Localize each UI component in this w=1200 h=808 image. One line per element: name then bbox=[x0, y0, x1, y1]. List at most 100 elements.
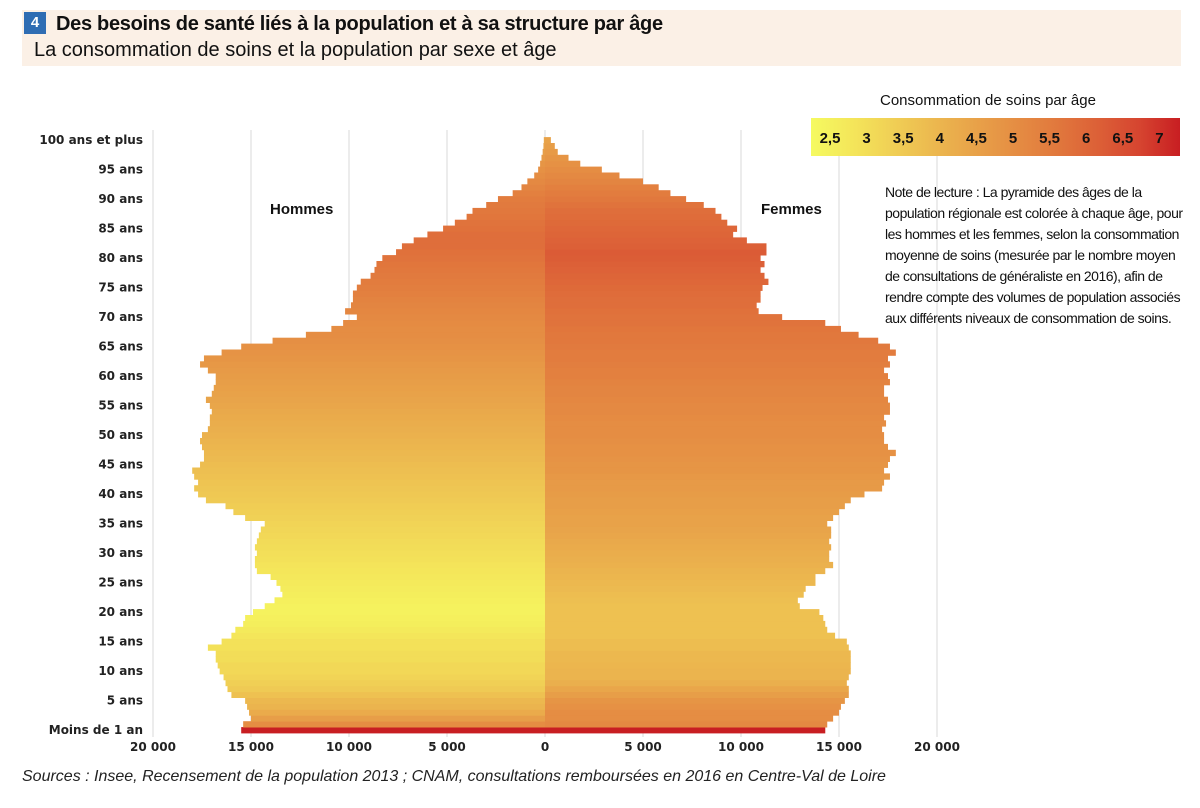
bar-femmes-age-92 bbox=[545, 184, 659, 191]
bar-femmes-age-78 bbox=[545, 266, 761, 274]
y-tick-label: 85 ans bbox=[98, 222, 143, 236]
bar-femmes-age-88 bbox=[545, 207, 716, 215]
bar-femmes-age-48 bbox=[545, 443, 888, 451]
bar-femmes-age-52 bbox=[545, 420, 887, 427]
bar-femmes-age-36 bbox=[545, 514, 834, 521]
bar-femmes-age-42 bbox=[545, 479, 885, 486]
legend-tick-label: 5,5 bbox=[1039, 130, 1060, 147]
bar-femmes-age-47 bbox=[545, 449, 896, 457]
bar-hommes-age-5 bbox=[245, 697, 545, 704]
bar-femmes-age-10 bbox=[545, 668, 851, 675]
bar-femmes-age-51 bbox=[545, 426, 883, 433]
bar-hommes-age-29 bbox=[254, 556, 546, 563]
color-legend: 2,5 3 3,5 4 4,5 5 5,5 6 6,5 7 bbox=[811, 118, 1180, 156]
bar-hommes-age-59 bbox=[215, 379, 545, 386]
bar-femmes-age-75 bbox=[545, 284, 763, 291]
bar-femmes-age-53 bbox=[545, 414, 885, 421]
bar-femmes-age-76 bbox=[545, 278, 769, 285]
bar-hommes-age-2 bbox=[251, 715, 545, 722]
bar-hommes-age-9 bbox=[223, 674, 545, 681]
bar-femmes-age-40 bbox=[545, 491, 865, 498]
bar-femmes-age-79 bbox=[545, 261, 765, 268]
bar-hommes-age-100 bbox=[543, 137, 545, 144]
bar-femmes-age-45 bbox=[545, 461, 888, 468]
x-tick-label: 10 000 bbox=[326, 740, 372, 754]
bar-femmes-age-16 bbox=[545, 632, 836, 639]
bar-hommes-age-7 bbox=[227, 685, 546, 693]
bar-hommes-age-94 bbox=[534, 172, 545, 179]
bar-hommes-age-69 bbox=[343, 320, 545, 327]
legend-color-bar bbox=[811, 118, 1180, 156]
bar-hommes-age-79 bbox=[376, 261, 545, 268]
source-note: Sources : Insee, Recensement de la popul… bbox=[22, 768, 886, 785]
legend-tick-label: 2,5 bbox=[820, 130, 841, 147]
y-tick-label: 70 ans bbox=[98, 310, 143, 324]
figure-title: Des besoins de santé liés à la populatio… bbox=[56, 13, 663, 35]
bar-hommes-age-66 bbox=[272, 337, 545, 344]
bar-femmes-age-64 bbox=[545, 349, 896, 356]
bar-femmes-age-85 bbox=[545, 225, 738, 232]
bar-hommes-age-97 bbox=[541, 154, 545, 162]
bar-hommes-age-71 bbox=[345, 308, 545, 315]
bar-hommes-age-80 bbox=[382, 255, 545, 262]
bar-femmes-age-60 bbox=[545, 373, 888, 380]
bar-hommes-age-57 bbox=[211, 390, 546, 398]
bar-hommes-age-34 bbox=[260, 526, 545, 533]
bar-hommes-age-6 bbox=[231, 691, 545, 698]
bar-hommes-age-74 bbox=[352, 290, 545, 297]
bar-hommes-age-31 bbox=[254, 544, 546, 551]
y-tick-label: 65 ans bbox=[98, 340, 143, 354]
bar-hommes-age-82 bbox=[401, 243, 545, 250]
bar-femmes-age-39 bbox=[545, 497, 851, 504]
bar-femmes-age-23 bbox=[545, 591, 804, 598]
bar-hommes-age-81 bbox=[396, 249, 545, 256]
y-tick-label: 50 ans bbox=[98, 428, 143, 442]
bar-hommes-age-22 bbox=[274, 597, 545, 604]
bar-hommes-age-77 bbox=[370, 272, 545, 280]
bar-femmes-age-100 bbox=[545, 137, 551, 144]
bar-femmes-age-74 bbox=[545, 290, 761, 297]
y-tick-label: 45 ans bbox=[98, 458, 143, 472]
bar-femmes-age-29 bbox=[545, 556, 830, 563]
bar-hommes-age-73 bbox=[352, 296, 545, 303]
bar-femmes-age-37 bbox=[545, 508, 839, 516]
bar-femmes-age-27 bbox=[545, 567, 826, 575]
bar-hommes-age-68 bbox=[331, 325, 545, 333]
x-tick-label: 20 000 bbox=[130, 740, 176, 754]
axis-group: 20 000 15 000 10 000 5 000 0 5 000 10 000 15 00… bbox=[39, 133, 960, 754]
bar-hommes-age-18 bbox=[243, 620, 545, 628]
bar-femmes-age-49 bbox=[545, 438, 885, 445]
bar-femmes-age-24 bbox=[545, 585, 806, 592]
bar-femmes-age-12 bbox=[545, 656, 851, 663]
y-tick-label: 90 ans bbox=[98, 192, 143, 206]
bar-hommes-age-53 bbox=[209, 414, 545, 421]
bar-femmes-age-26 bbox=[545, 573, 816, 580]
bar-hommes-age-25 bbox=[276, 579, 545, 586]
bar-femmes-age-15 bbox=[545, 638, 847, 645]
bar-femmes-age-96 bbox=[545, 160, 581, 167]
bar-hommes-age-93 bbox=[527, 178, 545, 185]
bar-femmes-age-73 bbox=[545, 296, 761, 303]
bar-femmes-age-0 bbox=[545, 727, 826, 734]
y-tick-label: 80 ans bbox=[98, 251, 143, 265]
y-tick-label: 15 ans bbox=[98, 635, 143, 649]
bar-hommes-age-95 bbox=[538, 166, 545, 173]
bar-hommes-age-0 bbox=[241, 727, 545, 734]
bar-femmes-age-71 bbox=[545, 308, 759, 315]
bar-femmes-age-11 bbox=[545, 662, 851, 669]
bar-femmes-age-91 bbox=[545, 190, 671, 197]
bar-hommes-age-33 bbox=[258, 532, 545, 539]
bar-hommes-age-23 bbox=[282, 591, 545, 598]
x-tick-label: 5 000 bbox=[624, 740, 662, 754]
bar-femmes-age-77 bbox=[545, 272, 765, 280]
bar-hommes-age-49 bbox=[200, 438, 546, 445]
bar-hommes-age-36 bbox=[245, 514, 545, 521]
bar-femmes-age-17 bbox=[545, 626, 828, 634]
bars-group bbox=[192, 137, 896, 734]
bar-femmes-age-1 bbox=[545, 721, 828, 728]
bar-hommes-age-19 bbox=[245, 615, 545, 622]
bar-femmes-age-18 bbox=[545, 620, 826, 628]
bar-hommes-age-56 bbox=[205, 396, 546, 403]
bar-hommes-age-47 bbox=[203, 449, 545, 457]
bar-hommes-age-55 bbox=[209, 402, 545, 409]
